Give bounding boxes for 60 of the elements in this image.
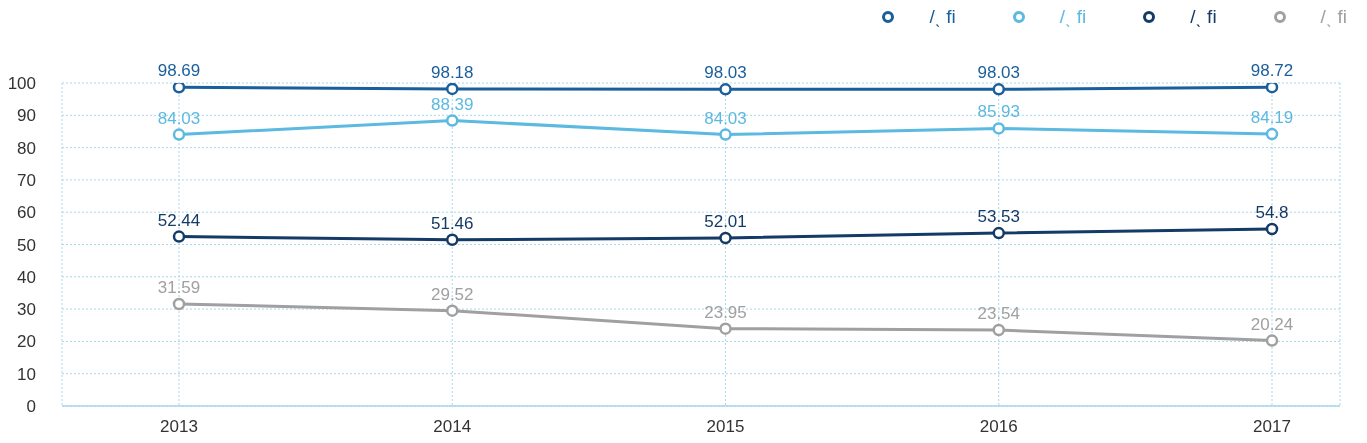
- point: [1265, 127, 1279, 141]
- point: [446, 233, 459, 247]
- point: [1265, 222, 1279, 236]
- x-tick-label: 2015: [706, 417, 745, 437]
- data-label: 84.03: [157, 108, 201, 128]
- point: [719, 83, 732, 96]
- x-tick-label: 2016: [979, 417, 1018, 437]
- y-tick-label: 30: [17, 300, 36, 320]
- point: [172, 83, 186, 94]
- point: [992, 122, 1005, 135]
- data-label: 85.93: [977, 102, 1021, 122]
- y-tick-label: 10: [17, 364, 36, 384]
- legend-label: /ˎ fi: [929, 6, 956, 28]
- data-label: 53.53: [977, 207, 1021, 227]
- y-tick-label: 20: [17, 332, 36, 352]
- data-label: 31.59: [157, 277, 201, 297]
- x-tick-label: 2013: [160, 417, 198, 437]
- legend-label: /ˎ fi: [1190, 6, 1217, 28]
- y-tick-label: 100: [7, 74, 36, 94]
- point: [992, 226, 1005, 240]
- point: [719, 231, 732, 245]
- y-tick-label: 60: [17, 203, 36, 223]
- data-label: 84.19: [1250, 108, 1294, 128]
- data-label: 98.03: [704, 63, 747, 83]
- point: [172, 297, 186, 311]
- data-label: 23.95: [704, 302, 747, 322]
- y-tick-label: 70: [17, 170, 36, 190]
- data-label: 98.18: [430, 62, 474, 82]
- y-tick-label: 40: [17, 267, 36, 287]
- data-label: 84.03: [704, 108, 747, 128]
- data-label: 98.69: [157, 61, 201, 81]
- data-label: 88.39: [430, 94, 474, 114]
- data-label: 98.72: [1250, 61, 1294, 81]
- point: [446, 114, 459, 127]
- data-label: 23.54: [977, 303, 1021, 323]
- data-label: 52.44: [157, 210, 201, 230]
- data-label: 29.52: [430, 284, 474, 304]
- point: [446, 83, 459, 96]
- legend-label: /ˎ fi: [1059, 6, 1087, 28]
- data-label: 98.03: [977, 63, 1021, 83]
- data-label: 52.01: [704, 212, 747, 232]
- x-tick-label: 2014: [433, 417, 472, 437]
- point: [719, 128, 732, 141]
- point: [1265, 83, 1279, 94]
- point: [1265, 334, 1279, 347]
- point: [992, 83, 1005, 96]
- y-tick-label: 90: [17, 106, 36, 126]
- y-tick-label: 50: [17, 235, 36, 255]
- legend-label: /ˎ fi: [1320, 6, 1347, 28]
- data-label: 20.24: [1250, 314, 1294, 334]
- point: [172, 230, 186, 243]
- x-tick-label: 2017: [1253, 417, 1291, 437]
- point: [172, 128, 186, 141]
- data-label: 54.8: [1255, 203, 1289, 222]
- data-label: 51.46: [430, 213, 474, 233]
- point: [992, 323, 1005, 337]
- point: [719, 322, 732, 335]
- y-tick-label: 80: [17, 138, 36, 158]
- y-tick-label: 0: [26, 397, 36, 417]
- point: [446, 304, 459, 317]
